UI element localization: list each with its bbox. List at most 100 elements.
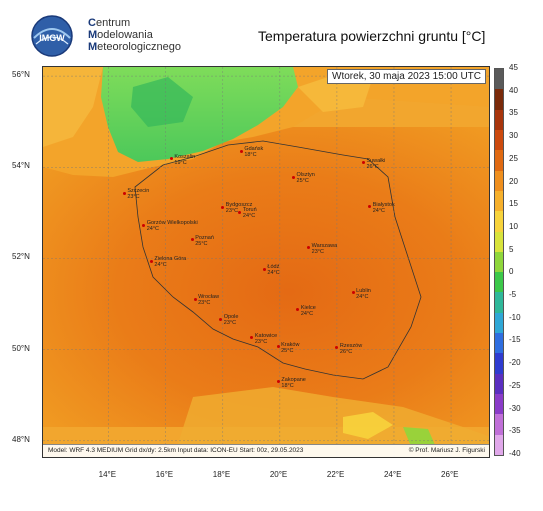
colorbar-segment bbox=[495, 333, 503, 354]
city-temperature: 18°C bbox=[244, 152, 257, 159]
city-temperature: 24°C bbox=[146, 226, 160, 233]
model-info-footer: Model: WRF 4.3 MEDIUM Grid dx/dy: 2.5km … bbox=[43, 444, 489, 457]
city-name: Łódź bbox=[267, 264, 280, 271]
city-marker bbox=[276, 380, 280, 383]
city-temperature: 24°C bbox=[242, 213, 256, 220]
city-name: Kielce bbox=[300, 304, 316, 311]
city-temperature: 23°C bbox=[225, 208, 239, 215]
colorbar-segment bbox=[495, 89, 503, 111]
colorbar-label: 10 bbox=[509, 221, 518, 231]
city-marker bbox=[351, 291, 355, 295]
city-marker bbox=[262, 267, 266, 271]
latitude-label: 50°N bbox=[12, 343, 30, 353]
city-temperature: 19°C bbox=[174, 159, 187, 166]
city-temperature: 24°C bbox=[267, 270, 280, 277]
city-name: Kraków bbox=[281, 341, 300, 348]
colorbar-label: 35 bbox=[509, 108, 518, 118]
colorbar-label: 5 bbox=[509, 244, 514, 254]
colorbar-label: -30 bbox=[509, 403, 521, 413]
city-marker bbox=[361, 161, 365, 165]
colorbar-label: 0 bbox=[509, 267, 514, 277]
city-name: Koszalin bbox=[174, 153, 196, 160]
city-name: Poznań bbox=[195, 234, 214, 241]
city-label: Bydgoszcz 23°C bbox=[226, 202, 253, 214]
city-name: Gdańsk bbox=[244, 146, 264, 153]
city-name: Gorzów Wielkopolski bbox=[146, 220, 198, 227]
colorbar-segment bbox=[495, 434, 503, 456]
colorbar-segment bbox=[495, 190, 503, 212]
colorbar-segment bbox=[495, 150, 503, 172]
colorbar-segment bbox=[495, 170, 503, 192]
city-label: Gorzów Wielkopolski 24°C bbox=[147, 220, 198, 232]
longitude-label: 16°E bbox=[155, 470, 174, 479]
city-label: Warszawa 23°C bbox=[312, 243, 337, 255]
city-name: Wrocław bbox=[198, 294, 220, 300]
city-name: Rzeszów bbox=[339, 342, 363, 349]
city-marker bbox=[149, 259, 153, 263]
colorbar-segment bbox=[495, 353, 503, 375]
colorbar-label: -40 bbox=[509, 449, 521, 458]
city-temperature: 23°C bbox=[198, 300, 211, 306]
datetime-label: Wtorek, 30 maja 2023 15:00 UTC bbox=[327, 69, 486, 84]
city-label: Katowice 23°C bbox=[255, 333, 277, 345]
city-temperature: 23°C bbox=[127, 194, 140, 201]
longitude-label: 18°E bbox=[212, 470, 231, 479]
colorbar bbox=[494, 68, 504, 456]
city-marker bbox=[276, 345, 280, 349]
colorbar-segment bbox=[495, 231, 503, 253]
city-marker bbox=[221, 205, 225, 209]
city-name: Bydgoszcz bbox=[225, 202, 253, 209]
city-label: Kraków 25°C bbox=[281, 342, 299, 354]
colorbar-label: -10 bbox=[509, 312, 521, 322]
city-temperature: 23°C bbox=[311, 248, 324, 255]
city-marker bbox=[142, 223, 146, 227]
graticule bbox=[43, 67, 489, 457]
longitude-label: 26°E bbox=[441, 470, 459, 479]
colorbar-segment bbox=[495, 69, 503, 90]
city-label: Zielona Góra 24°C bbox=[154, 256, 186, 268]
colorbar-label: 25 bbox=[509, 153, 518, 163]
city-label: Zakopane 18°C bbox=[281, 377, 305, 389]
city-marker bbox=[190, 238, 194, 242]
imgw-logo-icon: IMGW bbox=[31, 15, 73, 57]
colorbar-segment bbox=[495, 292, 503, 314]
city-temperature: 18°C bbox=[281, 382, 294, 389]
colorbar-label: -5 bbox=[509, 290, 517, 300]
city-temperature: 25°C bbox=[296, 178, 309, 185]
city-marker bbox=[250, 336, 254, 340]
colorbar-segment bbox=[495, 129, 503, 151]
colorbar-label: 40 bbox=[509, 85, 518, 95]
city-name: Zakopane bbox=[281, 376, 306, 383]
city-label: Opole 23°C bbox=[224, 314, 239, 326]
temperature-map[interactable]: Koszalin 19°C Gdańsk 18°C Olsztyn 25°C Suwałki… bbox=[42, 66, 490, 458]
city-name: Warszawa bbox=[311, 242, 338, 249]
city-name: Białystok bbox=[372, 201, 395, 208]
colorbar-label: -15 bbox=[509, 335, 521, 345]
city-label: Koszalin 19°C bbox=[174, 154, 195, 166]
colorbar-label: -20 bbox=[509, 358, 521, 368]
city-label: Olsztyn 25°C bbox=[297, 172, 315, 184]
latitude-label: 48°N bbox=[12, 434, 30, 444]
model-info-text: Model: WRF 4.3 MEDIUM Grid dx/dy: 2.5km … bbox=[48, 447, 304, 454]
city-temperature: 25°C bbox=[195, 240, 208, 247]
city-marker bbox=[292, 175, 296, 179]
city-name: Opole bbox=[223, 314, 239, 321]
colorbar-label: -25 bbox=[509, 380, 521, 390]
city-marker bbox=[169, 157, 173, 161]
longitude-label: 20°E bbox=[269, 470, 288, 479]
colorbar-segment bbox=[495, 211, 503, 233]
latitude-label: 54°N bbox=[12, 161, 30, 171]
city-marker bbox=[193, 297, 197, 301]
city-marker bbox=[307, 246, 311, 250]
colorbar-segment bbox=[495, 394, 503, 415]
copyright-text: © Prof. Mariusz J. Figurski bbox=[408, 447, 485, 454]
city-label: Toruń 24°C bbox=[243, 207, 257, 219]
longitude-label: 22°E bbox=[326, 470, 345, 479]
city-temperature: 23°C bbox=[254, 338, 268, 345]
city-marker bbox=[335, 346, 339, 350]
colorbar-label: 20 bbox=[509, 176, 518, 186]
city-label: Szczecin 23°C bbox=[127, 188, 149, 200]
colorbar-segment bbox=[495, 414, 503, 436]
city-name: Lublin bbox=[356, 287, 371, 294]
city-name: Olsztyn bbox=[296, 172, 315, 179]
